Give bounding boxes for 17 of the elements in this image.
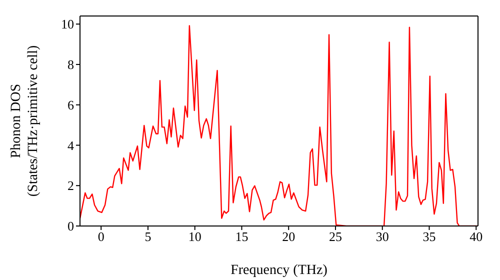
x-tick-label: 20 <box>282 229 296 244</box>
x-tick-label: 40 <box>470 229 483 244</box>
x-tick-label: 25 <box>328 229 342 244</box>
x-axis-title: Frequency (THz) <box>230 263 328 278</box>
x-tick-label: 0 <box>98 229 104 244</box>
y-tick-label: 2 <box>68 178 74 194</box>
y-axis-title: Phonon DOS (States/THz·primitive cell) <box>9 45 41 197</box>
x-tick-label: 5 <box>144 229 152 244</box>
y-tick-label: 0 <box>68 218 74 234</box>
y-tick-label: 10 <box>61 16 74 32</box>
y-tick-label: 6 <box>68 97 74 112</box>
x-tick-label: 10 <box>188 229 202 244</box>
y-tick-label: 8 <box>68 57 74 72</box>
x-tick-label: 30 <box>376 229 389 244</box>
x-tick-label: 35 <box>422 229 436 244</box>
y-tick-label: 4 <box>68 138 74 153</box>
x-tick-label: 15 <box>235 229 248 244</box>
